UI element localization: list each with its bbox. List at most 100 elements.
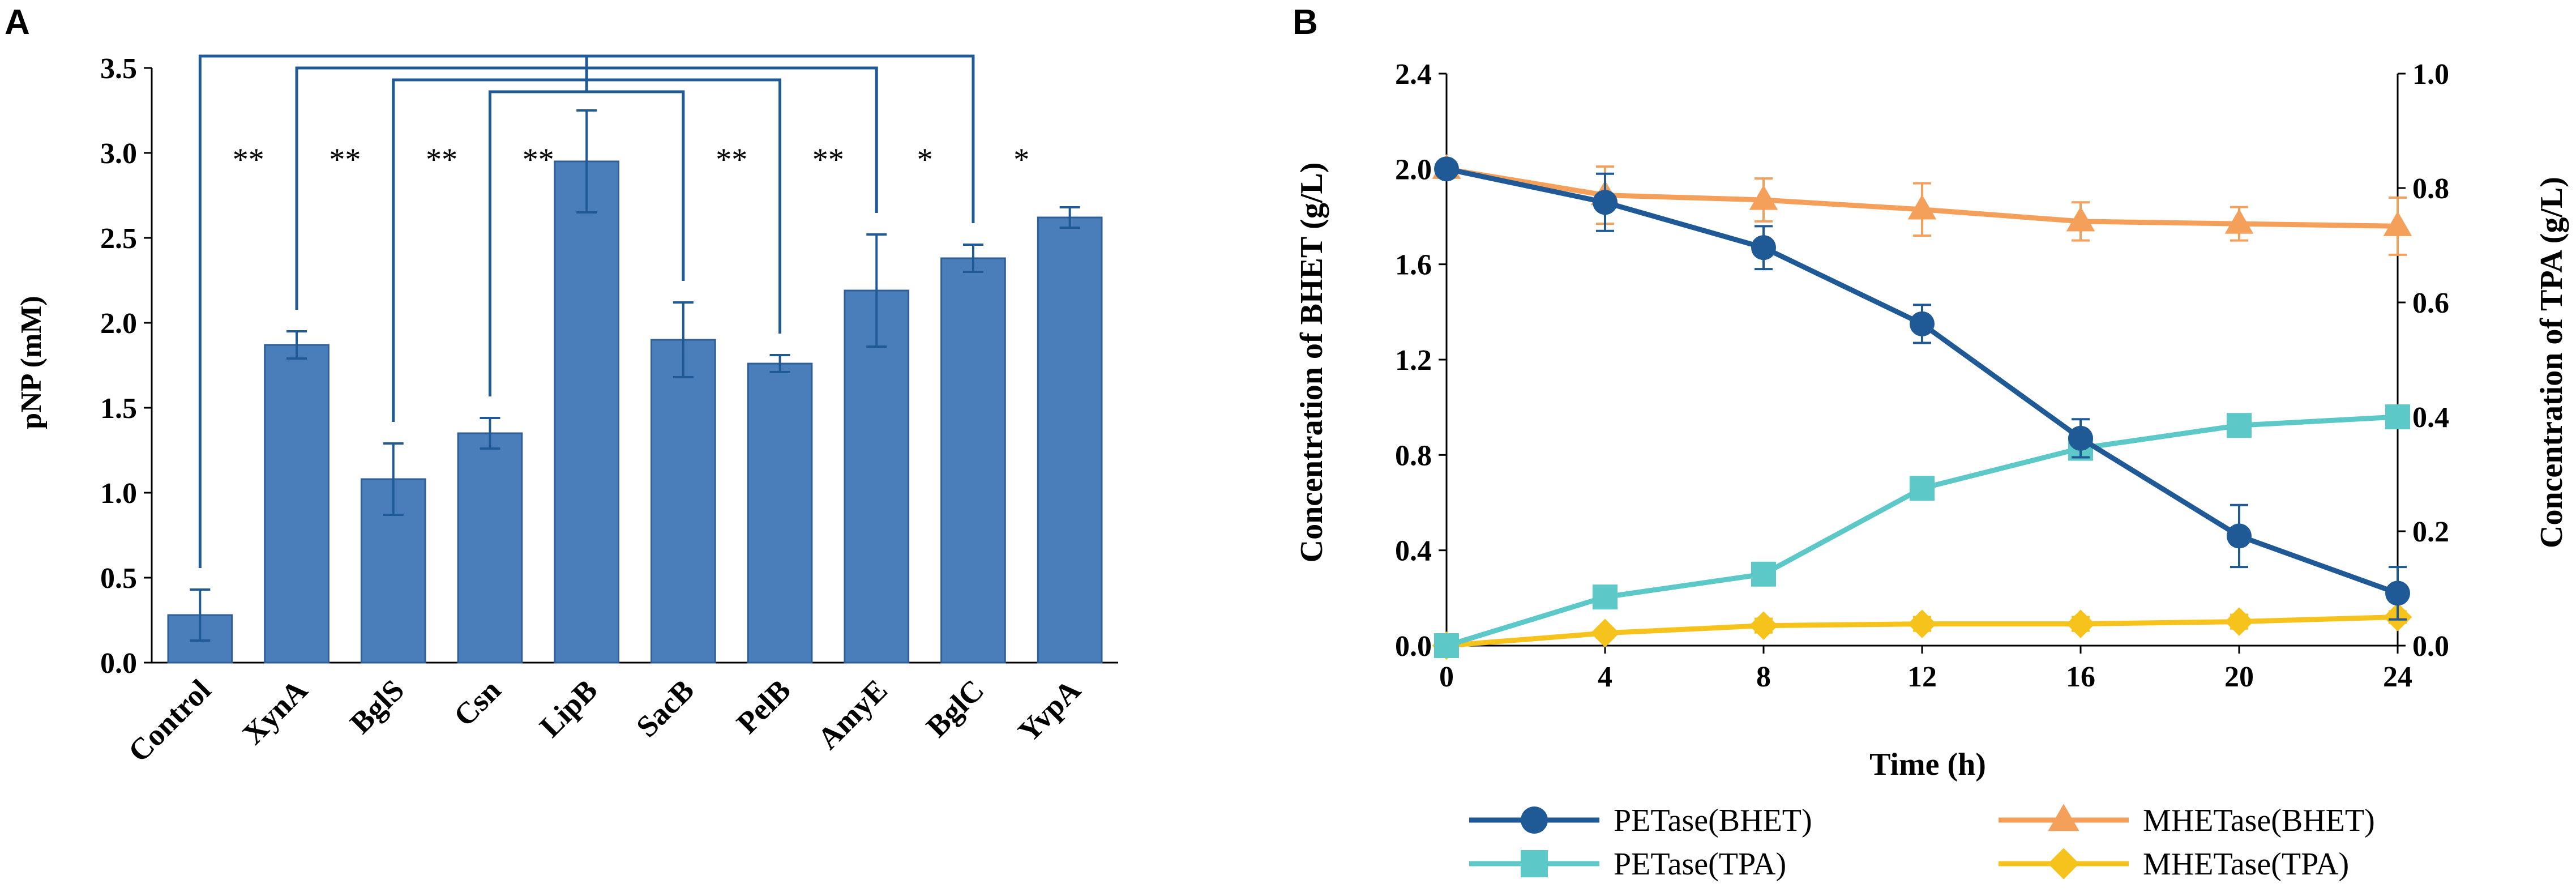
data-point <box>1593 190 1618 215</box>
bar <box>844 289 910 664</box>
significance-stars: * <box>917 142 933 177</box>
category-label: YvpA <box>1011 673 1087 749</box>
y-tick-label: 1.5 <box>100 392 137 425</box>
category-label: BglS <box>343 673 410 740</box>
x-tick-label: 24 <box>2383 661 2412 693</box>
data-point <box>1907 194 1937 220</box>
left-tick-label: 1.2 <box>1395 344 1432 377</box>
y-tick-label: 2.5 <box>100 223 137 255</box>
bar <box>264 344 330 664</box>
data-point <box>1434 633 1459 658</box>
significance-stars: ** <box>426 142 457 177</box>
category-label: BglC <box>919 673 990 744</box>
panel-a-letter: A <box>5 3 30 42</box>
data-point <box>2224 208 2254 234</box>
x-tick-label: 20 <box>2224 661 2254 693</box>
data-point <box>2066 609 2095 638</box>
x-tick-label: 12 <box>1907 661 1937 693</box>
data-point <box>2068 425 2093 451</box>
right-tick-label: 1.0 <box>2412 58 2449 91</box>
panel-b-series <box>1432 153 2412 660</box>
right-tick-label: 0.6 <box>2412 287 2449 319</box>
category-label: XynA <box>236 673 314 751</box>
data-point <box>2227 413 2252 438</box>
data-point <box>2066 206 2095 232</box>
y-tick-label: 1.0 <box>100 477 137 510</box>
right-tick-label: 0.4 <box>2412 402 2449 434</box>
panel-b-y-axis-label: Concentration of BHET (g/L) <box>1294 163 1329 563</box>
panel-b-y2-axis-label: Concentration of TPA (g/L) <box>2534 177 2569 548</box>
bar <box>1037 216 1103 664</box>
x-tick-label: 16 <box>2066 661 2095 693</box>
left-tick-label: 2.0 <box>1395 153 1432 186</box>
data-point <box>2385 581 2410 606</box>
data-point <box>1521 850 1548 877</box>
x-tick-label: 0 <box>1439 661 1454 693</box>
bar <box>457 432 523 664</box>
left-tick-label: 1.6 <box>1395 249 1432 281</box>
y-tick-label: 3.5 <box>100 53 137 85</box>
data-point <box>1521 806 1548 834</box>
legend-item: MHETase(BHET) <box>1999 803 2375 838</box>
data-point <box>1749 611 1778 640</box>
category-label: AmyE <box>811 673 893 756</box>
data-point <box>1749 185 1778 210</box>
bar <box>651 339 716 664</box>
panel-b: B 0.0 0.4 0.8 1.2 1.6 2.0 2.4 0.0 0.2 0.4 0.6 0.8 1.… <box>1293 3 2569 882</box>
legend-item: PETase(TPA) <box>1469 847 1786 882</box>
legend-item: PETase(BHET) <box>1469 803 1812 838</box>
left-tick-label: 2.4 <box>1395 58 1432 91</box>
panel-a-y-axis-label: pNP (mM) <box>15 296 48 429</box>
data-point <box>2048 804 2079 831</box>
data-point <box>1590 618 1620 648</box>
panel-b-legend: PETase(BHET) MHETase(BHET) PETase(TPA) MHET… <box>1469 803 2375 882</box>
data-point <box>2048 848 2079 880</box>
data-point <box>1751 235 1776 261</box>
bar <box>554 160 619 664</box>
right-tick-label: 0.2 <box>2412 516 2449 548</box>
series-petase-tpa <box>1434 404 2410 658</box>
series-mhetase-bhet <box>1432 153 2412 256</box>
data-point <box>2383 211 2412 236</box>
category-label: PelB <box>730 673 797 740</box>
panel-a-labels: Control XynA BglS Csn LipB SacB PelB AmyE BglC Yv… <box>122 673 1087 769</box>
left-tick-label: 0.0 <box>1395 630 1432 663</box>
legend-label: MHETase(BHET) <box>2143 803 2375 838</box>
left-tick-label: 0.8 <box>1395 439 1432 472</box>
category-label: SacB <box>630 673 700 744</box>
y-tick-label: 3.0 <box>100 138 137 170</box>
data-point <box>2227 523 2252 549</box>
significance-stars: ** <box>233 142 264 177</box>
panel-a-significance-brackets: ** ** ** ** ** ** * * <box>198 54 1029 568</box>
legend-item: MHETase(TPA) <box>1999 847 2349 882</box>
data-point <box>1907 609 1937 638</box>
x-tick-label: 4 <box>1598 661 1612 693</box>
bar <box>940 257 1006 664</box>
category-label: LipB <box>533 673 604 744</box>
data-point <box>2224 607 2254 636</box>
category-label: Control <box>122 673 217 769</box>
data-point <box>1910 476 1935 501</box>
panel-a-bars <box>167 160 1103 664</box>
significance-stars: ** <box>329 142 361 177</box>
x-tick-label: 8 <box>1756 661 1771 693</box>
series-petase-bhet <box>1434 156 2410 621</box>
data-point <box>1593 584 1618 610</box>
right-tick-label: 0.8 <box>2412 173 2449 205</box>
y-tick-label: 2.0 <box>100 308 137 340</box>
data-point <box>2385 404 2410 429</box>
category-label: Csn <box>447 673 507 733</box>
legend-label: PETase(TPA) <box>1614 847 1786 882</box>
significance-stars: * <box>1013 142 1029 177</box>
y-tick-label: 0.0 <box>100 647 137 680</box>
y-tick-label: 0.5 <box>100 562 137 595</box>
panel-a: A 0.00.51.01.52.02.53.03.5 ** ** ** ** ** ** *… <box>5 3 1118 769</box>
left-tick-label: 0.4 <box>1395 535 1432 567</box>
significance-stars: ** <box>812 142 844 177</box>
panel-b-letter: B <box>1293 3 1318 42</box>
data-point <box>1434 156 1459 182</box>
significance-stars: ** <box>716 142 747 177</box>
data-point <box>1751 561 1776 587</box>
panel-a-error-bars <box>190 109 1080 642</box>
